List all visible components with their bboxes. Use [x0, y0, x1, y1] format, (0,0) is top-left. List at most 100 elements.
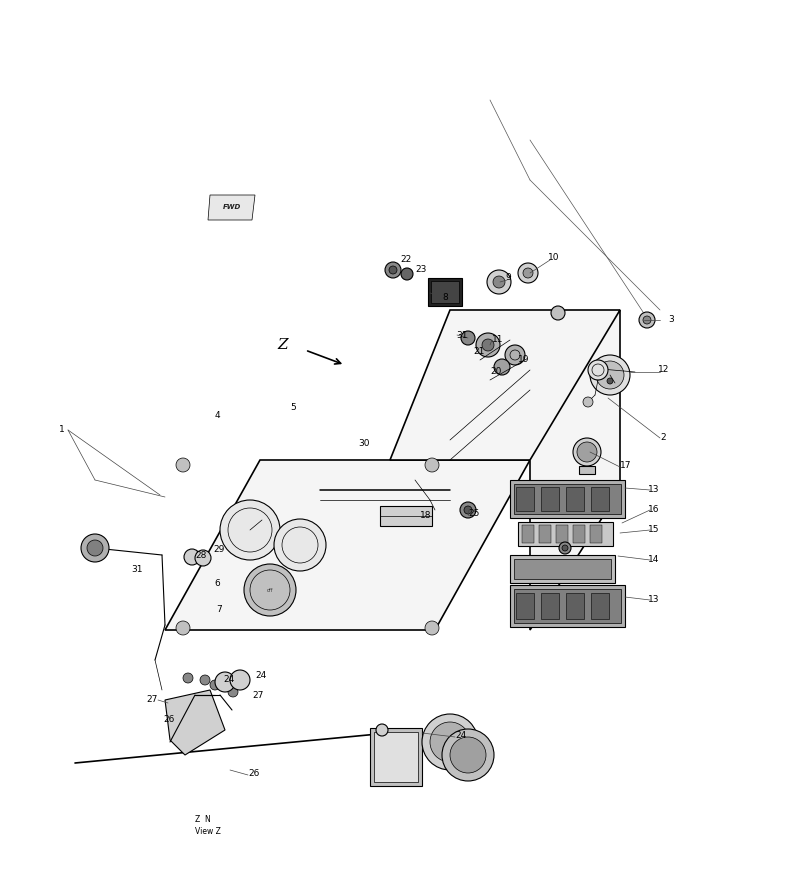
Circle shape: [81, 534, 109, 562]
Text: 23: 23: [415, 265, 427, 274]
Circle shape: [183, 673, 193, 683]
Circle shape: [476, 333, 500, 357]
Circle shape: [425, 458, 439, 472]
Circle shape: [639, 312, 655, 328]
Circle shape: [450, 737, 486, 773]
Text: 22: 22: [400, 256, 412, 265]
Circle shape: [176, 621, 190, 635]
Circle shape: [401, 268, 413, 280]
Text: 27: 27: [252, 691, 263, 699]
Circle shape: [573, 438, 601, 466]
Text: 13: 13: [648, 485, 660, 494]
Circle shape: [425, 621, 439, 635]
Text: 9: 9: [505, 272, 511, 281]
Text: 5: 5: [290, 403, 296, 413]
Bar: [510, 585, 625, 627]
Text: 3: 3: [668, 315, 674, 325]
Text: View Z: View Z: [195, 828, 221, 836]
Text: 14: 14: [648, 555, 659, 565]
Polygon shape: [390, 310, 620, 460]
Circle shape: [244, 564, 296, 616]
Bar: [591, 593, 609, 619]
Text: 27: 27: [147, 696, 158, 705]
Bar: [573, 525, 585, 543]
Circle shape: [464, 506, 472, 514]
Text: 7: 7: [216, 604, 222, 614]
Bar: [566, 593, 584, 619]
Text: 29: 29: [213, 546, 224, 554]
Text: 8: 8: [442, 293, 448, 303]
Bar: [541, 593, 559, 619]
Circle shape: [385, 262, 401, 278]
Polygon shape: [208, 195, 255, 220]
Bar: [516, 593, 534, 619]
Circle shape: [461, 331, 475, 345]
Text: 31: 31: [132, 566, 143, 574]
Text: 28: 28: [195, 551, 206, 560]
Circle shape: [220, 500, 280, 560]
Bar: [591, 487, 609, 511]
Circle shape: [195, 550, 211, 566]
Circle shape: [376, 724, 388, 736]
Bar: [541, 487, 559, 511]
Text: 2: 2: [660, 434, 665, 443]
Circle shape: [87, 540, 103, 556]
Text: 20: 20: [491, 368, 502, 376]
Text: FWD: FWD: [223, 204, 241, 210]
Bar: [370, 728, 422, 786]
Bar: [522, 525, 534, 543]
Text: 30: 30: [358, 438, 370, 448]
Text: 26: 26: [163, 716, 175, 725]
Circle shape: [551, 306, 565, 320]
Circle shape: [274, 519, 326, 571]
Text: 18: 18: [420, 511, 431, 519]
Circle shape: [505, 345, 525, 365]
Bar: [431, 281, 459, 303]
Bar: [539, 525, 551, 543]
Circle shape: [562, 545, 568, 551]
Circle shape: [422, 714, 478, 770]
Text: 12: 12: [658, 366, 669, 375]
Bar: [556, 525, 568, 543]
Bar: [510, 555, 615, 583]
Circle shape: [389, 266, 397, 274]
Circle shape: [577, 442, 597, 462]
Circle shape: [230, 670, 250, 690]
Circle shape: [210, 680, 220, 690]
Circle shape: [518, 263, 538, 283]
Text: 1: 1: [59, 425, 65, 435]
Circle shape: [559, 542, 571, 554]
Circle shape: [493, 276, 505, 288]
Text: 26: 26: [248, 768, 259, 778]
Circle shape: [215, 672, 235, 692]
Text: 15: 15: [648, 526, 660, 534]
Text: 31: 31: [456, 331, 468, 340]
Polygon shape: [530, 310, 620, 630]
Bar: [510, 480, 625, 518]
Text: 17: 17: [620, 460, 631, 470]
Bar: [518, 522, 613, 546]
Circle shape: [523, 268, 533, 278]
Circle shape: [200, 675, 210, 685]
Bar: [514, 589, 621, 623]
Text: 24: 24: [455, 731, 466, 739]
Circle shape: [228, 687, 238, 697]
Circle shape: [482, 339, 494, 351]
Text: 21: 21: [473, 347, 485, 356]
Circle shape: [460, 502, 476, 518]
Bar: [374, 732, 418, 782]
Circle shape: [176, 458, 190, 472]
Text: 6: 6: [214, 579, 220, 588]
Text: off: off: [266, 588, 274, 593]
Circle shape: [596, 361, 624, 389]
Circle shape: [643, 316, 651, 324]
Text: 13: 13: [648, 595, 660, 604]
Bar: [579, 466, 595, 474]
Text: 10: 10: [548, 253, 560, 263]
Text: 25: 25: [468, 508, 480, 518]
Circle shape: [430, 722, 470, 762]
Bar: [380, 506, 432, 526]
Circle shape: [583, 397, 593, 407]
Bar: [590, 525, 602, 543]
Text: 4: 4: [214, 410, 220, 420]
